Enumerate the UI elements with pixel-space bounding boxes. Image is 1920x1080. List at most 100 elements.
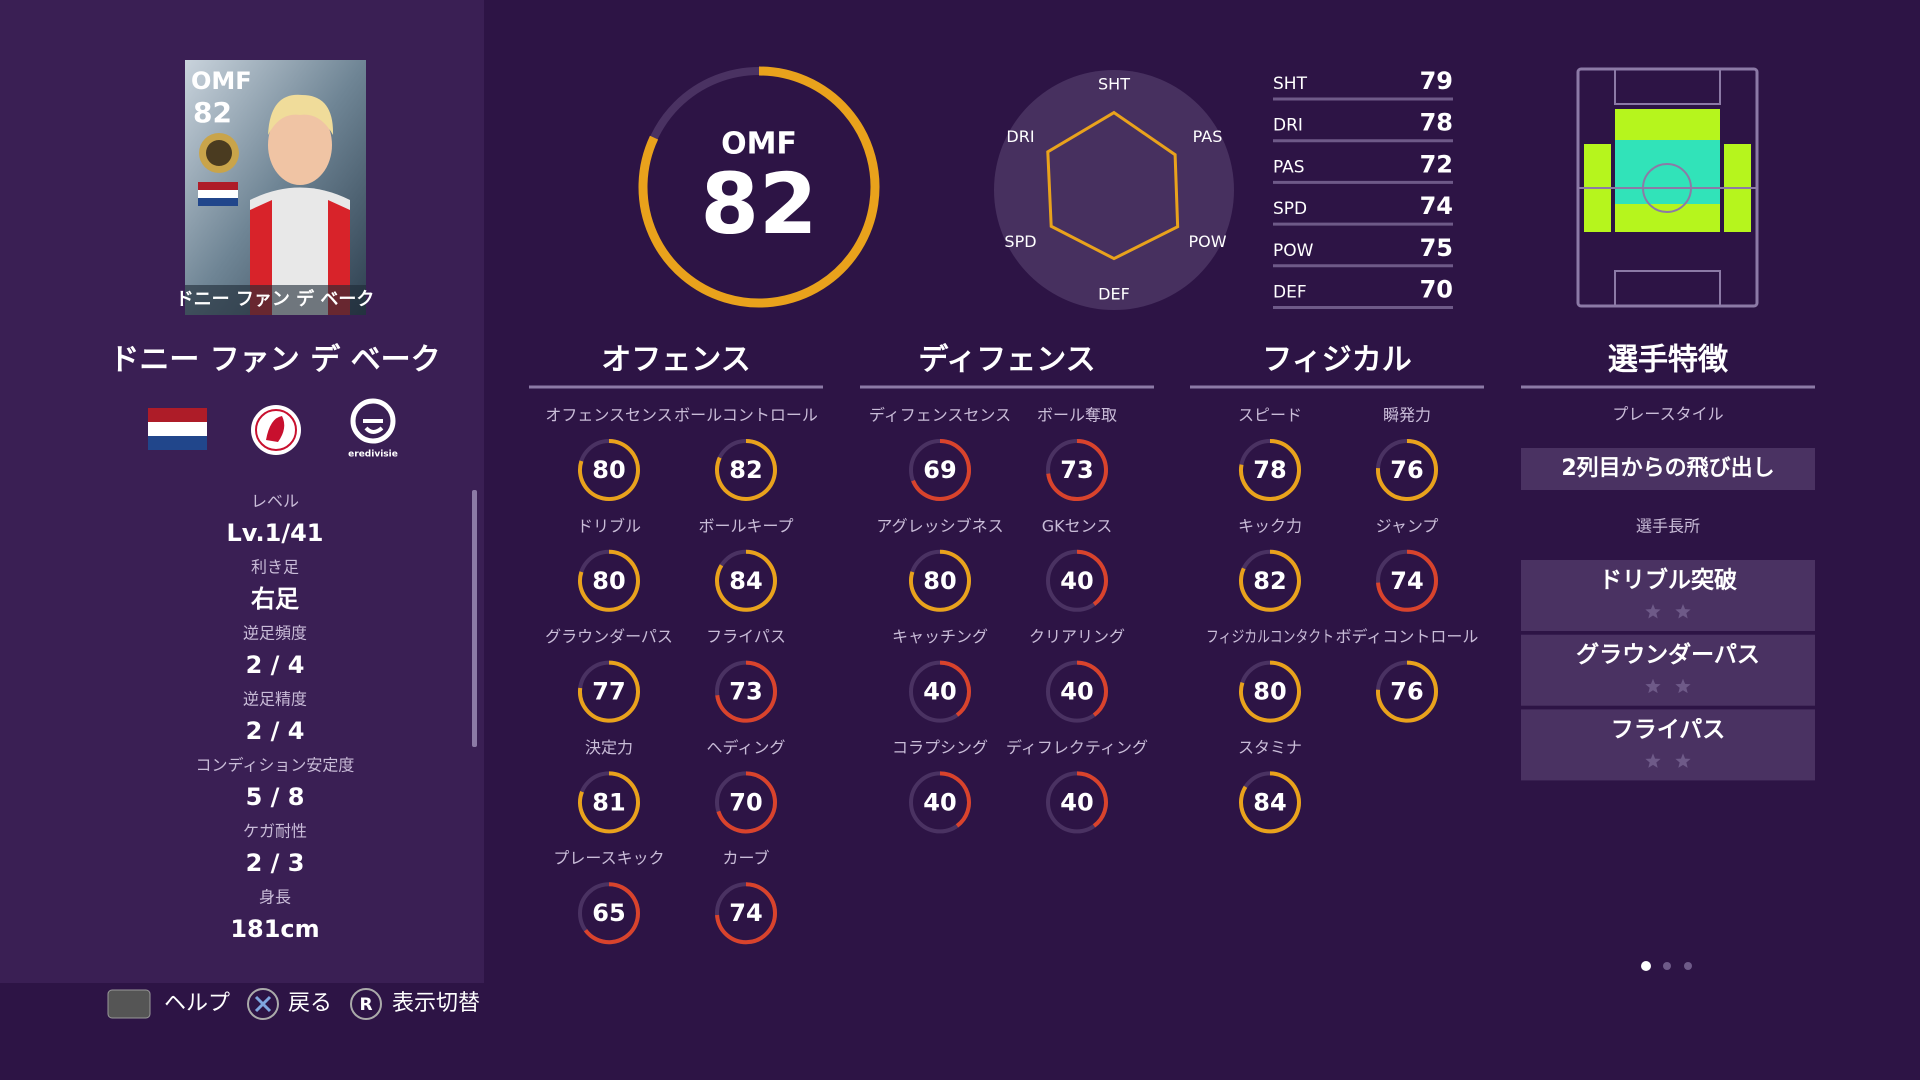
stat-value: 77: [592, 678, 625, 706]
summary-value: 79: [1420, 67, 1453, 95]
summary-label: DEF: [1273, 283, 1307, 303]
overall-position: OMF: [721, 127, 797, 162]
stat-label: ボール奪取: [1037, 406, 1117, 425]
stat-ring: [1376, 439, 1438, 501]
radar-label: DRI: [1006, 127, 1034, 146]
stat-ring: [939, 660, 971, 717]
stat-ring: [715, 549, 777, 612]
stat-value: 82: [729, 456, 762, 484]
nationality-flag: [148, 408, 207, 450]
summary-label: POW: [1273, 241, 1314, 261]
stat-label: 決定力: [585, 738, 633, 757]
stat-ring: [578, 439, 640, 501]
summary-label: PAS: [1273, 157, 1305, 177]
stat-value: 76: [1390, 678, 1423, 706]
profile-label: レベル: [251, 492, 299, 511]
stat-ring: [939, 771, 971, 828]
stat-ring: [578, 549, 640, 612]
stat-value: 74: [729, 899, 762, 927]
stat-ring: [583, 882, 640, 945]
stat-ring: [1076, 549, 1108, 606]
stat-value: 40: [1060, 567, 1093, 595]
stat-value: 74: [1390, 567, 1423, 595]
stat-value: 40: [1060, 678, 1093, 706]
stat-value: 70: [729, 788, 762, 816]
traits-title: 選手特徴: [1608, 343, 1729, 378]
stat-ring: [1046, 439, 1108, 501]
stat-value: 40: [1060, 788, 1093, 816]
radar-shape: [1046, 110, 1180, 261]
club-logo: [251, 405, 301, 455]
card-rating: 82: [193, 96, 232, 129]
stat-ring: [1239, 439, 1301, 501]
summary-label: DRI: [1273, 116, 1303, 136]
stat-label: ボールキープ: [698, 516, 793, 535]
stat-label: ジャンプ: [1376, 516, 1439, 535]
profile-label: コンディション安定度: [196, 756, 355, 775]
stat-value: 69: [923, 456, 956, 484]
stat-label: ボディコントロール: [1336, 627, 1479, 646]
skill-box: [1521, 634, 1815, 706]
profile-label: 逆足頻度: [243, 624, 307, 643]
stat-label: アグレッシブネス: [876, 516, 1003, 535]
summary-label: SPD: [1273, 199, 1307, 219]
stat-label: コラプシング: [892, 738, 988, 757]
stat-ring: [1076, 660, 1108, 717]
back-label[interactable]: 戻る: [288, 991, 332, 1016]
stat-ring: [578, 660, 640, 723]
stat-label: ボールコントロール: [674, 406, 818, 425]
stat-label: キャッチング: [892, 627, 988, 646]
switch-key: R: [359, 995, 372, 1015]
player-card: [185, 60, 366, 315]
stat-value: 82: [1253, 567, 1286, 595]
profile-label: 利き足: [251, 558, 299, 577]
league-logo-text: eredivisie: [348, 450, 398, 460]
stat-label: フィジカルコンタクト: [1206, 627, 1334, 646]
skill-star: [1645, 604, 1661, 619]
stat-ring: [911, 439, 971, 501]
stat-ring: [1076, 771, 1108, 828]
stat-label: ドリブル: [577, 516, 641, 535]
profile-value: Lv.1/41: [227, 519, 324, 547]
overall-ring: [638, 66, 880, 308]
stat-label: プレースキック: [553, 849, 664, 868]
skill-star: [1645, 753, 1661, 768]
stat-label: ディフレクティング: [1006, 738, 1148, 757]
footer-icons: [107, 988, 382, 1020]
profile-value: 2 / 4: [246, 651, 305, 679]
stat-label: スタミナ: [1238, 738, 1302, 757]
skill-star: [1675, 678, 1691, 694]
section-title: オフェンス: [601, 343, 750, 378]
help-label[interactable]: ヘルプ: [164, 991, 230, 1016]
stat-value: 76: [1390, 456, 1423, 484]
stat-ring: [1376, 660, 1438, 723]
stat-value: 80: [592, 567, 625, 595]
stat-value: 84: [1253, 788, 1286, 816]
profile-value: 181cm: [230, 915, 319, 943]
stat-ring: [578, 771, 640, 834]
stat-label: フライパス: [706, 627, 786, 646]
summary-value: 72: [1420, 150, 1453, 178]
stat-value: 65: [592, 899, 625, 927]
stat-label: ディフェンスセンス: [869, 406, 1011, 425]
stat-value: 73: [729, 678, 762, 706]
profile-value: 右足: [251, 585, 299, 613]
overall-rating: 82: [701, 155, 818, 253]
switch-label[interactable]: 表示切替: [392, 991, 480, 1016]
stat-ring: [1239, 660, 1301, 723]
position-pitch: [1576, 67, 1759, 308]
stat-ring: [909, 549, 971, 612]
stat-label: GKセンス: [1042, 516, 1113, 535]
stat-label: スピード: [1238, 406, 1302, 425]
playstyle-label: プレースタイル: [1612, 405, 1723, 424]
radar-label: SHT: [1098, 75, 1130, 94]
stat-ring: [1376, 549, 1438, 612]
radar-label: SPD: [1004, 232, 1036, 251]
stat-ring: [1239, 549, 1301, 612]
stat-value: 78: [1253, 456, 1286, 484]
stat-ring: [715, 882, 777, 945]
stat-label: オフェンスセンス: [545, 406, 672, 425]
card-position: OMF: [191, 67, 252, 95]
stat-value: 80: [1253, 678, 1286, 706]
skill-star: [1675, 604, 1691, 619]
